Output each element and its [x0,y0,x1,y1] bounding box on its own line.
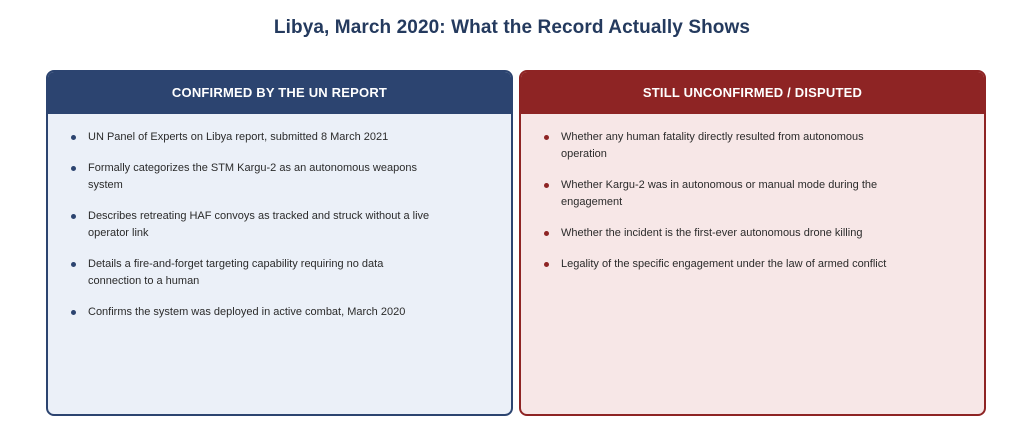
bullet-dot-icon [71,166,76,171]
confirmed-list: UN Panel of Experts on Libya report, sub… [48,114,511,321]
confirmed-item-text: UN Panel of Experts on Libya report, sub… [88,131,389,143]
disputed-panel: STILL UNCONFIRMED / DISPUTED Whether any… [519,70,986,416]
disputed-item-text: Whether the incident is the first-ever a… [561,227,863,239]
disputed-list: Whether any human fatality directly resu… [521,114,984,273]
disputed-panel-heading: STILL UNCONFIRMED / DISPUTED [521,72,984,114]
confirmed-list-item: Describes retreating HAF convoys as trac… [48,208,511,242]
bullet-dot-icon [544,135,549,140]
disputed-list-item: Whether Kargu-2 was in autonomous or man… [521,177,984,211]
confirmed-item-text: Describes retreating HAF convoys as trac… [88,210,430,239]
bullet-dot-icon [71,214,76,219]
disputed-item-text: Legality of the specific engagement unde… [561,258,887,270]
confirmed-list-item: Details a fire-and-forget targeting capa… [48,256,511,290]
confirmed-item-text: Formally categorizes the STM Kargu-2 as … [88,162,417,191]
confirmed-list-item: Confirms the system was deployed in acti… [48,304,511,321]
page-title: Libya, March 2020: What the Record Actua… [273,17,751,38]
confirmed-list-item: UN Panel of Experts on Libya report, sub… [48,129,511,146]
confirmed-item-text: Confirms the system was deployed in acti… [88,306,406,318]
disputed-list-item: Legality of the specific engagement unde… [521,256,984,273]
bullet-dot-icon [544,231,549,236]
bullet-dot-icon [71,262,76,267]
disputed-list-item: Whether any human fatality directly resu… [521,129,984,163]
disputed-list-item: Whether the incident is the first-ever a… [521,225,984,242]
confirmed-panel: CONFIRMED BY THE UN REPORT UN Panel of E… [46,70,513,416]
bullet-dot-icon [544,183,549,188]
confirmed-list-item: Formally categorizes the STM Kargu-2 as … [48,160,511,194]
bullet-dot-icon [544,262,549,267]
disputed-item-text: Whether any human fatality directly resu… [561,131,864,160]
disputed-item-text: Whether Kargu-2 was in autonomous or man… [561,179,878,208]
confirmed-item-text: Details a fire-and-forget targeting capa… [88,258,384,287]
bullet-dot-icon [71,135,76,140]
confirmed-panel-heading: CONFIRMED BY THE UN REPORT [48,72,511,114]
bullet-dot-icon [71,310,76,315]
